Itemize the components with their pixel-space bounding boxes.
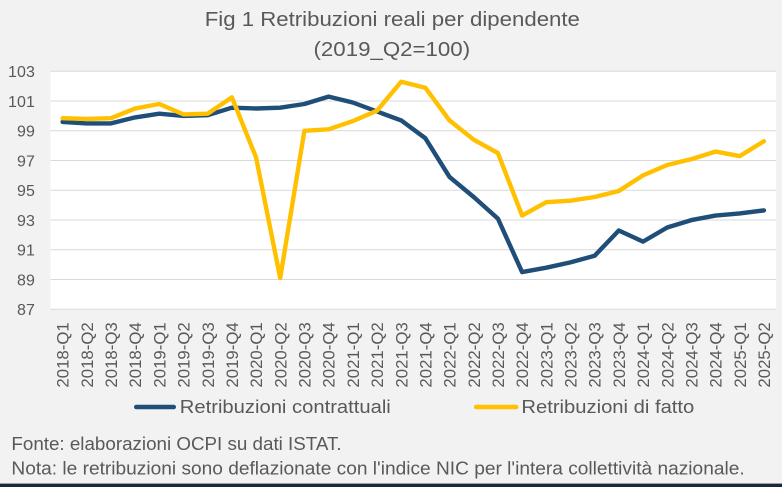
svg-text:2023-Q4: 2023-Q4	[610, 322, 629, 387]
svg-text:91: 91	[17, 243, 35, 260]
svg-text:2018-Q3: 2018-Q3	[102, 322, 121, 387]
svg-text:2024-Q4: 2024-Q4	[707, 322, 726, 387]
svg-text:Fonte: elaborazioni OCPI su da: Fonte: elaborazioni OCPI su dati ISTAT.	[11, 433, 341, 454]
svg-text:Retribuzioni contrattuali: Retribuzioni contrattuali	[180, 397, 391, 418]
svg-text:99: 99	[17, 124, 35, 141]
svg-text:2018-Q4: 2018-Q4	[126, 322, 145, 387]
svg-text:2020-Q3: 2020-Q3	[296, 322, 315, 387]
svg-text:Retribuzioni di fatto: Retribuzioni di fatto	[521, 397, 694, 418]
svg-text:2019-Q1: 2019-Q1	[150, 322, 169, 387]
svg-text:2020-Q1: 2020-Q1	[247, 322, 266, 387]
svg-text:2018-Q2: 2018-Q2	[78, 322, 97, 387]
svg-text:Nota: le retribuzioni sono def: Nota: le retribuzioni sono deflazionate …	[11, 459, 744, 480]
svg-text:2019-Q2: 2019-Q2	[175, 322, 194, 387]
svg-text:2023-Q3: 2023-Q3	[586, 322, 605, 387]
svg-text:2020-Q2: 2020-Q2	[271, 322, 290, 387]
svg-text:2021-Q1: 2021-Q1	[344, 322, 363, 387]
svg-text:2021-Q3: 2021-Q3	[392, 322, 411, 387]
svg-text:103: 103	[8, 64, 35, 81]
svg-text:101: 101	[8, 94, 35, 111]
svg-text:93: 93	[17, 213, 35, 230]
svg-text:2022-Q1: 2022-Q1	[441, 322, 460, 387]
svg-text:(2019_Q2=100): (2019_Q2=100)	[314, 39, 471, 61]
svg-text:2024-Q1: 2024-Q1	[634, 322, 653, 387]
svg-text:2022-Q4: 2022-Q4	[513, 322, 532, 387]
svg-text:2021-Q4: 2021-Q4	[416, 322, 435, 387]
svg-text:2022-Q2: 2022-Q2	[465, 322, 484, 387]
svg-text:2018-Q1: 2018-Q1	[54, 322, 73, 387]
svg-text:Fig 1 Retribuzioni reali per d: Fig 1 Retribuzioni reali per dipendente	[205, 8, 580, 31]
svg-text:2020-Q4: 2020-Q4	[320, 322, 339, 387]
svg-text:2023-Q2: 2023-Q2	[562, 322, 581, 387]
svg-text:95: 95	[17, 183, 35, 200]
svg-text:2023-Q1: 2023-Q1	[537, 322, 556, 387]
svg-text:2019-Q4: 2019-Q4	[223, 322, 242, 387]
svg-text:87: 87	[17, 302, 35, 319]
svg-text:2024-Q2: 2024-Q2	[658, 322, 677, 387]
svg-text:2025-Q2: 2025-Q2	[755, 322, 774, 387]
svg-text:97: 97	[17, 153, 35, 170]
svg-text:2019-Q3: 2019-Q3	[199, 322, 218, 387]
svg-text:89: 89	[17, 272, 35, 289]
svg-text:2024-Q3: 2024-Q3	[683, 322, 702, 387]
svg-text:2025-Q1: 2025-Q1	[731, 322, 750, 387]
svg-text:2021-Q2: 2021-Q2	[368, 322, 387, 387]
svg-text:2022-Q3: 2022-Q3	[489, 322, 508, 387]
